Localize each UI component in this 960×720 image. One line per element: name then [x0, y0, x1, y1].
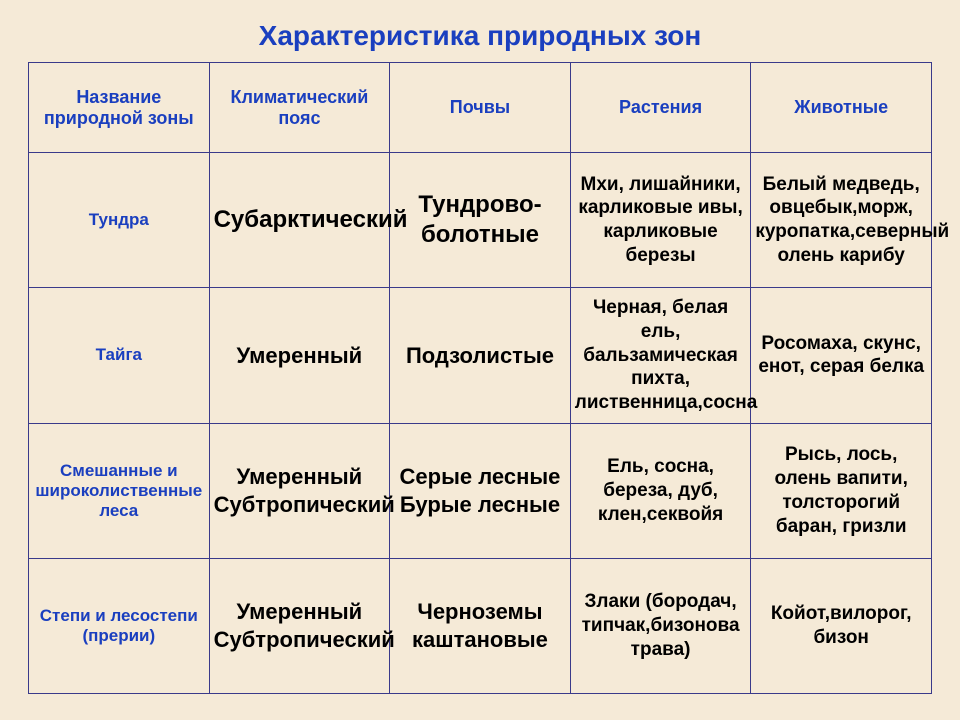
cell-animals: Росомаха, скунс, енот, серая белка [751, 288, 932, 424]
cell-animals: Рысь, лось, олень вапити, толсторогий ба… [751, 423, 932, 558]
cell-soil: Серые лесные Бурые лесные [390, 423, 571, 558]
col-header-animals: Животные [751, 63, 932, 153]
cell-climate: Умеренный Субтропический [209, 558, 390, 693]
cell-animals: Койот,вилорог, бизон [751, 558, 932, 693]
col-header-soil: Почвы [390, 63, 571, 153]
table-row: Тайга Умеренный Подзолистые Черная, бела… [29, 288, 932, 424]
cell-climate: Субарктический [209, 153, 390, 288]
col-header-zone: Название природной зоны [29, 63, 210, 153]
cell-plants: Злаки (бородач, типчак,бизонова трава) [570, 558, 751, 693]
cell-climate: Умеренный Субтропический [209, 423, 390, 558]
cell-soil: Тундрово-болотные [390, 153, 571, 288]
cell-plants: Ель, сосна, береза, дуб, клен,секвойя [570, 423, 751, 558]
cell-plants: Мхи, лишайники, карликовые ивы, карликов… [570, 153, 751, 288]
natural-zones-table: Название природной зоны Климатический по… [28, 62, 932, 694]
cell-soil: Подзолистые [390, 288, 571, 424]
cell-zone: Тундра [29, 153, 210, 288]
table-row: Степи и лесостепи (прерии) Умеренный Суб… [29, 558, 932, 693]
cell-plants: Черная, белая ель, бальзамическая пихта,… [570, 288, 751, 424]
cell-soil: Черноземы каштановые [390, 558, 571, 693]
page-title: Характеристика природных зон [28, 20, 932, 52]
col-header-plants: Растения [570, 63, 751, 153]
cell-animals: Белый медведь, овцебык,морж, куропатка,с… [751, 153, 932, 288]
table-row: Тундра Субарктический Тундрово-болотные … [29, 153, 932, 288]
cell-zone: Тайга [29, 288, 210, 424]
cell-climate: Умеренный [209, 288, 390, 424]
cell-zone: Степи и лесостепи (прерии) [29, 558, 210, 693]
table-header-row: Название природной зоны Климатический по… [29, 63, 932, 153]
cell-zone: Смешанные и широколиственные леса [29, 423, 210, 558]
table-row: Смешанные и широколиственные леса Умерен… [29, 423, 932, 558]
col-header-climate: Климатический пояс [209, 63, 390, 153]
